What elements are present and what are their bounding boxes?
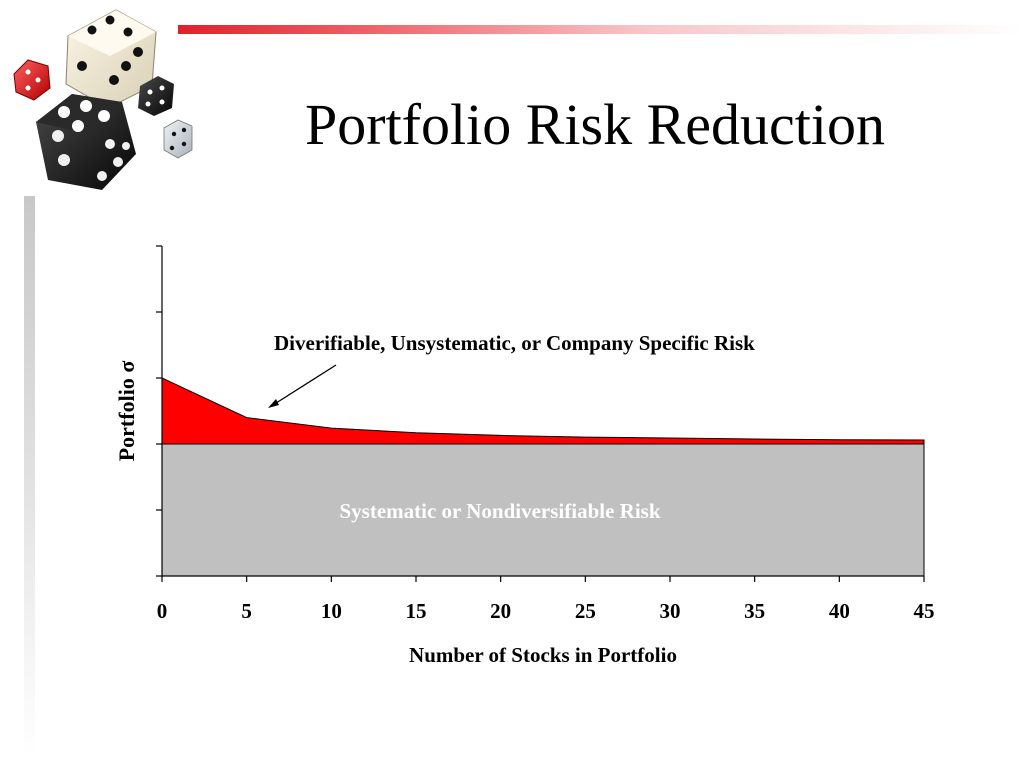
- x-tick-label: 20: [490, 599, 511, 623]
- cream-die-icon: [65, 9, 157, 109]
- x-tick-label: 15: [406, 599, 427, 623]
- dice-cluster-icon: [13, 9, 193, 190]
- x-tick-label: 10: [321, 599, 342, 623]
- x-tick-label: 30: [660, 599, 681, 623]
- x-tick-label: 35: [744, 599, 765, 623]
- x-tick-label: 45: [914, 599, 935, 623]
- slide-title: Portfolio Risk Reduction: [305, 92, 885, 157]
- diversifiable-risk-area: [161, 377, 925, 445]
- systematic-risk-annotation: Systematic or Nondiversifiable Risk: [339, 499, 660, 523]
- y-axis-label: Portfolio σ: [114, 361, 139, 462]
- diversifiable-risk-annotation: Diverifiable, Unsystematic, or Company S…: [274, 331, 755, 355]
- x-tick-label: 40: [829, 599, 850, 623]
- left-accent-bar: [24, 196, 35, 756]
- x-axis-label: Number of Stocks in Portfolio: [409, 643, 677, 667]
- small-grey-die-icon: [163, 119, 193, 159]
- chart-areas: [161, 377, 925, 577]
- annotation-arrow: [268, 364, 337, 408]
- x-tick-label: 25: [575, 599, 596, 623]
- red-die-icon: [13, 59, 51, 101]
- black-die-icon: [36, 94, 136, 190]
- x-tick-labels: 0 5 10 15 20 25 30 35 40 45: [157, 599, 935, 623]
- x-tick-label: 5: [241, 599, 252, 623]
- title-accent-bar: [178, 25, 1024, 34]
- chart-axes: [156, 245, 925, 582]
- small-black-die-icon: [138, 76, 174, 116]
- x-tick-label: 0: [157, 599, 168, 623]
